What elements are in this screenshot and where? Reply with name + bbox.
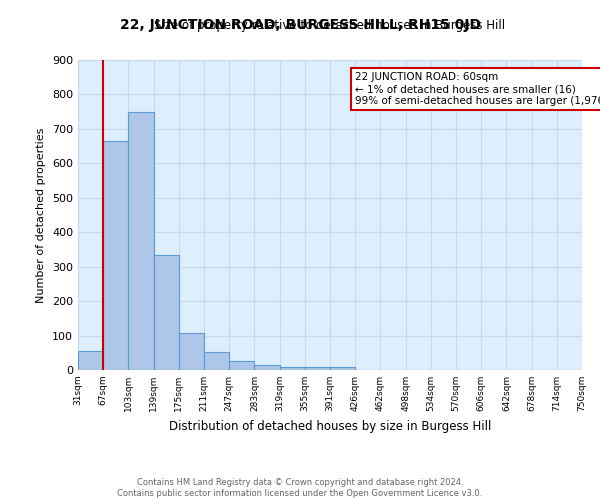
Bar xyxy=(128,112,154,370)
Title: Size of property relative to detached houses in Burgess Hill: Size of property relative to detached ho… xyxy=(154,20,506,32)
Bar xyxy=(229,362,254,370)
Bar xyxy=(78,351,103,370)
X-axis label: Distribution of detached houses by size in Burgess Hill: Distribution of detached houses by size … xyxy=(169,420,491,432)
Bar xyxy=(254,365,280,370)
Y-axis label: Number of detached properties: Number of detached properties xyxy=(37,128,46,302)
Bar xyxy=(305,367,330,370)
Bar xyxy=(154,256,179,370)
Bar xyxy=(179,334,204,370)
Bar xyxy=(103,141,128,370)
Bar xyxy=(330,366,355,370)
Text: 22 JUNCTION ROAD: 60sqm
← 1% of detached houses are smaller (16)
99% of semi-det: 22 JUNCTION ROAD: 60sqm ← 1% of detached… xyxy=(355,72,600,106)
Bar xyxy=(204,352,229,370)
Text: Contains HM Land Registry data © Crown copyright and database right 2024.
Contai: Contains HM Land Registry data © Crown c… xyxy=(118,478,482,498)
Bar xyxy=(280,366,305,370)
Text: 22, JUNCTION ROAD, BURGESS HILL, RH15 0JD: 22, JUNCTION ROAD, BURGESS HILL, RH15 0J… xyxy=(119,18,481,32)
